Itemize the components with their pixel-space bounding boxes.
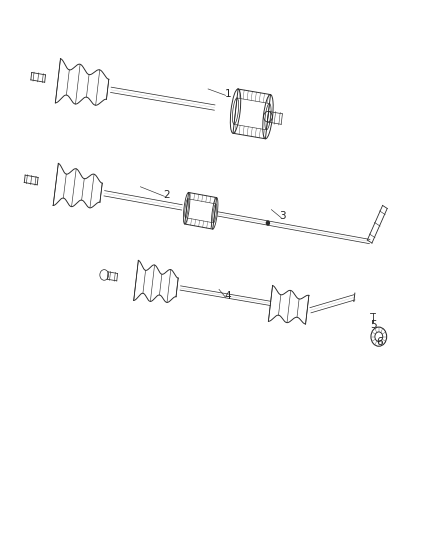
Circle shape [266,220,270,225]
Text: 2: 2 [163,190,170,200]
Text: 3: 3 [279,211,286,221]
Text: 1: 1 [224,88,231,99]
Text: 6: 6 [376,337,383,347]
Text: 4: 4 [224,290,231,301]
Text: 5: 5 [371,320,377,330]
